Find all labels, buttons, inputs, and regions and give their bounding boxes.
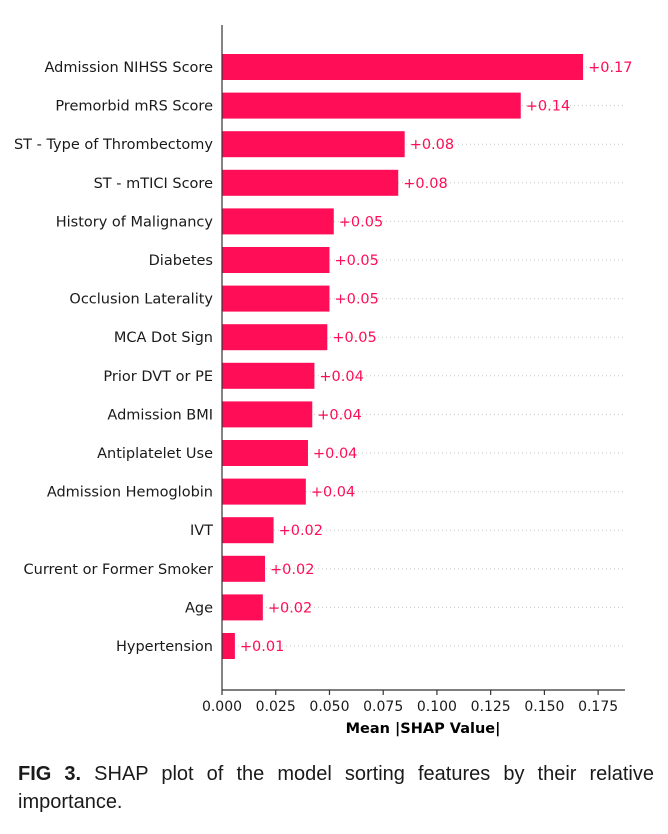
bar (222, 131, 405, 158)
value-label: +0.02 (270, 562, 314, 578)
category-label: Admission NIHSS Score (45, 60, 214, 76)
value-label: +0.05 (334, 292, 378, 308)
value-label: +0.04 (319, 369, 363, 385)
bar (222, 362, 315, 389)
category-label: Premorbid mRS Score (55, 99, 213, 115)
value-label: +0.02 (279, 523, 323, 539)
x-tick-label: 0.075 (363, 699, 403, 715)
category-label: ST - Type of Thrombectomy (14, 137, 213, 153)
x-tick-label: 0.050 (309, 699, 349, 715)
value-label: +0.17 (588, 60, 632, 76)
value-label: +0.05 (334, 253, 378, 269)
bar (222, 594, 263, 621)
category-label: History of Malignancy (56, 214, 214, 230)
axes: 0.000 0.025 0.050 0.075 0.100 0.125 0.150 0.175 (202, 25, 625, 715)
category-label: Admission BMI (107, 407, 213, 423)
bar (222, 54, 584, 80)
x-axis-title: Mean |SHAP Value| (346, 721, 501, 737)
x-tick-label: 0.025 (256, 699, 296, 715)
bar (222, 633, 235, 659)
value-label: +0.04 (317, 407, 361, 423)
figure-caption-text: SHAP plot of the model sorting features … (18, 763, 654, 813)
value-label: +0.08 (410, 137, 454, 153)
bar (222, 555, 265, 582)
value-label: +0.05 (339, 214, 383, 230)
bar (222, 169, 399, 196)
category-label: Occlusion Laterality (69, 292, 213, 308)
bar (222, 517, 274, 544)
bar (222, 478, 306, 505)
bar (222, 247, 330, 273)
bar (222, 92, 521, 119)
bar (222, 401, 313, 428)
value-label: +0.14 (526, 99, 570, 115)
bar (222, 440, 308, 466)
bar (222, 208, 334, 235)
value-label: +0.01 (240, 639, 284, 655)
category-label: IVT (190, 523, 213, 539)
value-label: +0.08 (403, 176, 447, 192)
figure-caption: FIG 3. SHAP plot of the model sorting fe… (18, 760, 654, 816)
category-label: MCA Dot Sign (114, 330, 213, 346)
x-tick-label: 0.000 (202, 699, 242, 715)
category-label: Admission Hemoglobin (47, 485, 213, 501)
category-labels: Admission NIHSS Score Premorbid mRS Score… (14, 60, 213, 655)
bars (222, 54, 584, 659)
category-label: ST - mTICI Score (94, 176, 213, 192)
value-labels: +0.17 +0.14 +0.08 +0.08 +0.05 +0.05 +0.05 +0.05… (240, 60, 633, 655)
category-label: Age (185, 600, 213, 616)
shap-bar-chart: Admission NIHSS Score Premorbid mRS Score… (14, 25, 633, 737)
bar (222, 324, 328, 351)
value-label: +0.04 (311, 485, 355, 501)
x-tick-label: 0.150 (524, 699, 564, 715)
value-label: +0.04 (313, 446, 357, 462)
category-label: Hypertension (116, 639, 213, 655)
category-label: Prior DVT or PE (103, 369, 213, 385)
x-tick-label: 0.100 (417, 699, 457, 715)
category-label: Antiplatelet Use (97, 446, 213, 462)
category-label: Current or Former Smoker (24, 562, 214, 578)
category-label: Diabetes (149, 253, 213, 269)
x-tick-label: 0.175 (578, 699, 618, 715)
figure-caption-label: FIG 3. (18, 763, 82, 785)
value-label: +0.05 (332, 330, 376, 346)
value-label: +0.02 (268, 600, 312, 616)
bar (222, 285, 330, 312)
x-tick-label: 0.125 (471, 699, 511, 715)
